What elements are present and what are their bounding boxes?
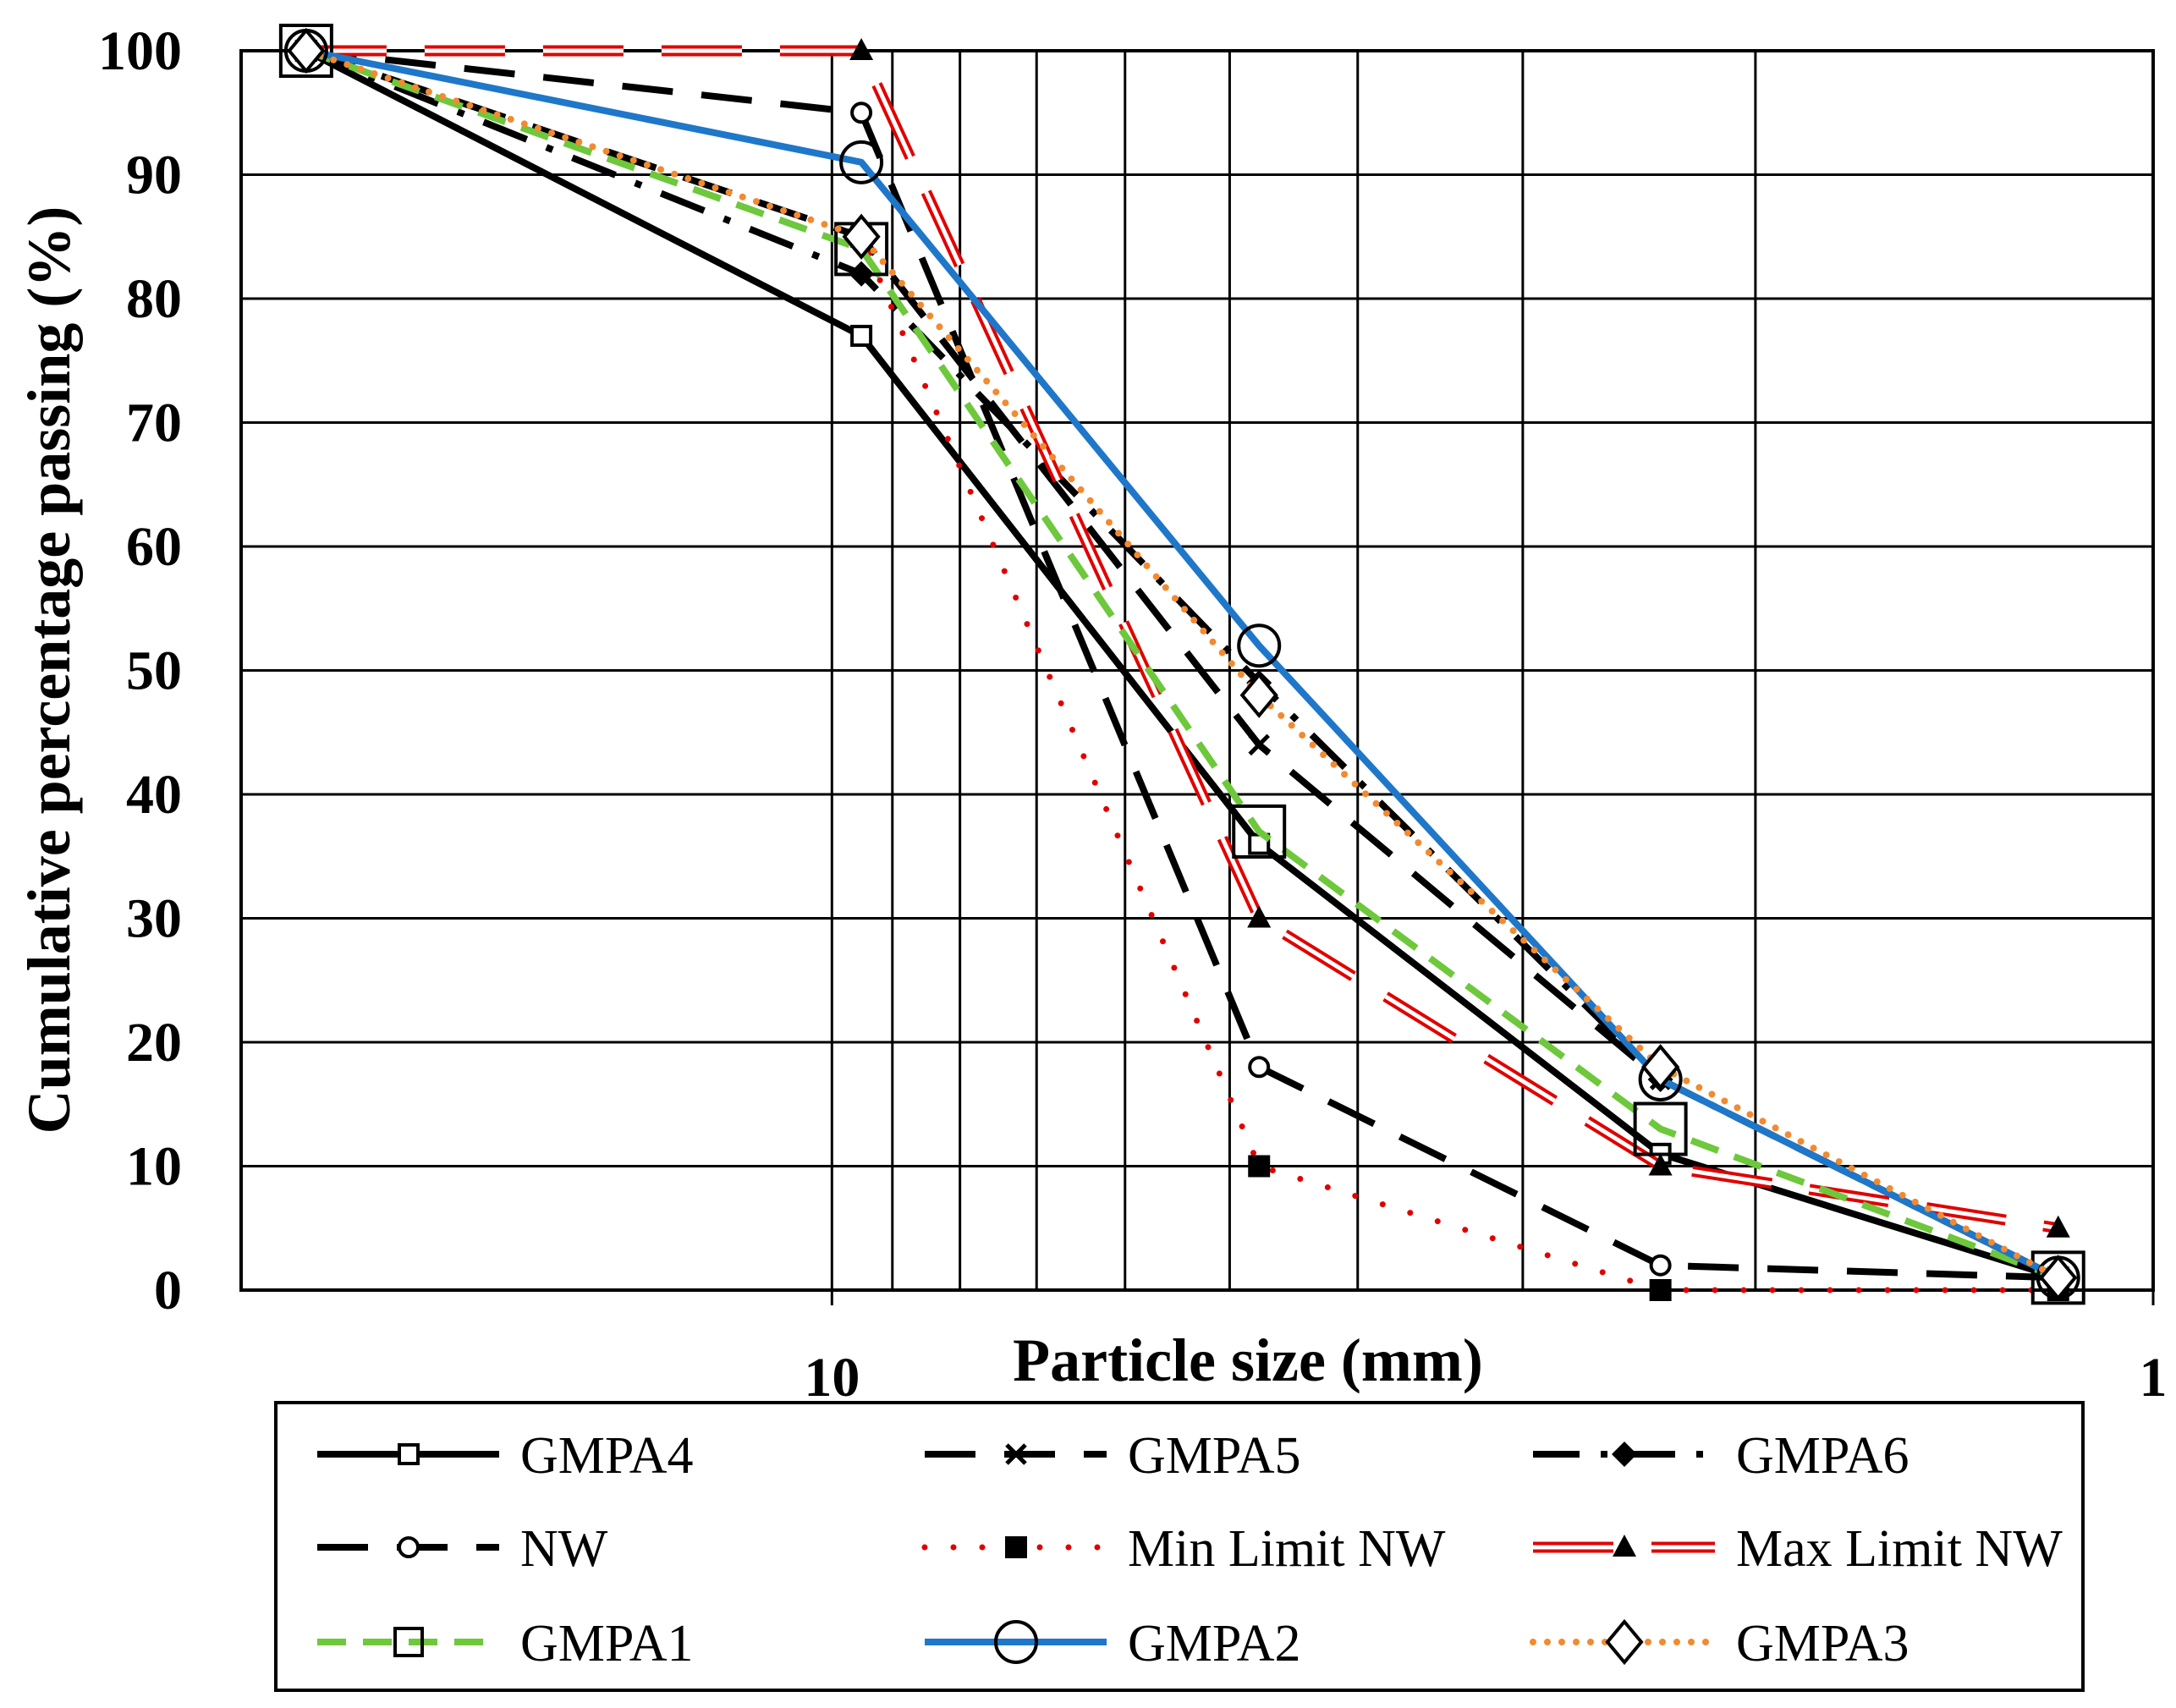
legend-label-gmpa5: GMPA5 [1128,1427,1300,1485]
series-line-nw [305,47,2058,1282]
data-point-max-limit-nw [849,38,874,60]
legend-marker-gmpa2 [994,1620,1038,1664]
data-point-nw [1248,1056,1271,1079]
data-point-gmpa2 [839,140,884,184]
data-point-gmpa2 [1237,623,1282,668]
legend-item-gmpa6: GMPA6 [1533,1427,1909,1485]
x-axis-ticks: 10 1 [804,1290,2168,1409]
legend-marker-gmpa5 [1005,1443,1027,1465]
legend-item-gmpa5: GMPA5 [925,1427,1300,1485]
series-group [278,24,2085,1305]
x-axis-title: Particle size (mm) [1013,1326,1483,1394]
y-tick-label: 80 [126,268,182,330]
legend-label-gmpa6: GMPA6 [1736,1427,1909,1485]
legend-label-gmpa3: GMPA3 [1736,1615,1909,1672]
legend-marker-gmpa4 [398,1443,420,1465]
legend-marker-min-limit-nw [1005,1536,1027,1558]
data-point-gmpa3 [287,27,326,74]
legend-marker-nw [398,1536,420,1558]
legend-item-max-limit-nw: Max Limit NW [1533,1520,2063,1578]
data-point-gmpa1 [1232,804,1287,859]
y-tick-label: 20 [126,1012,182,1074]
data-point-min-limit-nw [1649,1279,1672,1301]
legend-label-max-limit-nw: Max Limit NW [1736,1520,2063,1578]
legend-item-min-limit-nw: Min Limit NW [921,1520,1446,1578]
data-point-gmpa3 [2039,1255,2078,1301]
legend-label-nw: NW [520,1520,608,1578]
legend-marker-gmpa1 [393,1627,424,1657]
x-tick-label: 10 [804,1347,860,1409]
legend-marker-gmpa6 [1612,1442,1637,1467]
series-line-gmpa4 [305,47,2059,1282]
legend-marker-max-limit-nw [1613,1535,1636,1557]
legend: GMPA4 GMPA5 GMPA6 NW Min Limit NW Max Limit N… [274,1401,2085,1692]
series-line-gmpa2 [305,47,2060,1281]
data-point-gmpa1 [1633,1101,1688,1156]
y-axis-ticks: 0 10 20 30 40 50 60 70 80 90 100 [98,20,182,1321]
x-tick-label: 1 [2140,1347,2168,1409]
data-point-gmpa4 [850,324,873,347]
legend-item-nw: NW [317,1520,608,1578]
series-line-gmpa5 [305,47,2060,1281]
legend-label-gmpa4: GMPA4 [520,1427,693,1485]
data-point-gmpa3 [842,213,881,260]
plot-area-frame [239,49,2155,1292]
data-point-max-limit-nw [1648,1153,1673,1176]
series-line-max-limit-nw [305,45,2059,1234]
y-axis-title: Cumulative percentage passing (%) [15,206,83,1134]
y-tick-label: 100 [98,20,182,82]
data-point-min-limit-nw [1248,1155,1271,1178]
data-point-gmpa1 [2030,1250,2085,1305]
y-tick-label: 10 [126,1136,182,1198]
legend-label-gmpa2: GMPA2 [1128,1615,1300,1672]
legend-label-min-limit-nw: Min Limit NW [1128,1520,1446,1578]
legend-item-gmpa2: GMPA2 [925,1615,1300,1672]
series-line-gmpa6 [305,47,2060,1281]
y-tick-label: 40 [126,764,182,826]
data-point-gmpa3 [1641,1044,1680,1090]
data-point-nw [1649,1254,1672,1277]
legend-label-gmpa1: GMPA1 [520,1615,693,1672]
data-point-gmpa3 [1239,672,1278,718]
data-point-max-limit-nw [1247,905,1272,928]
y-tick-label: 60 [126,516,182,578]
y-tick-label: 90 [126,145,182,206]
data-point-gmpa5 [1248,733,1270,756]
series-line-gmpa3 [302,47,2062,1282]
y-tick-label: 0 [154,1260,182,1321]
legend-item-gmpa3: GMPA3 [1530,1615,1909,1672]
y-tick-label: 50 [126,640,182,702]
y-tick-label: 30 [126,888,182,950]
data-point-max-limit-nw [2046,1215,2070,1238]
legend-item-gmpa1: GMPA1 [317,1615,693,1672]
legend-box [274,1401,2085,1692]
data-point-nw [850,102,873,124]
legend-marker-gmpa3 [1605,1618,1644,1666]
series-line-gmpa1 [305,47,2060,1282]
y-tick-label: 70 [126,393,182,454]
legend-item-gmpa4: GMPA4 [317,1427,693,1485]
data-point-gmpa1 [278,24,333,78]
